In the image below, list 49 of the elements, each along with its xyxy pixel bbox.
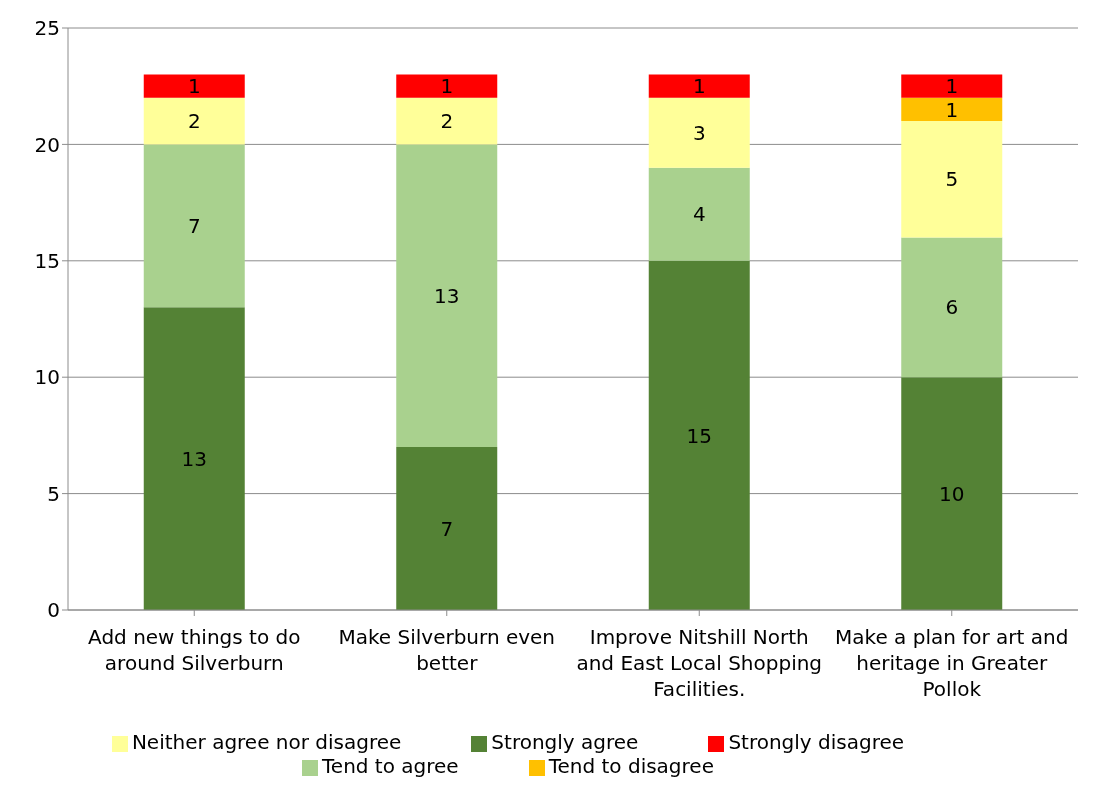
bar [901,74,1003,98]
y-tick-label: 15 [34,248,60,273]
data-label: 6 [945,295,959,320]
x-tick-label: Add new things to do around Silverburn [88,625,301,675]
data-label: 2 [440,109,454,134]
legend-label: Tend to agree [322,754,459,778]
data-label: 1 [187,74,201,99]
bar [143,144,245,308]
legend-label: Strongly disagree [728,730,905,754]
data-label: 4 [692,202,706,227]
data-label: 1 [945,74,959,99]
bar [396,447,498,610]
bar [396,97,498,145]
bar [901,121,1003,238]
x-tick-label: Make a plan for art and heritage in Greater Pollok [835,625,1069,701]
bar [648,260,750,610]
bar [648,74,750,98]
data-label: 1 [945,97,959,122]
data-label: 13 [434,283,460,308]
bar [648,97,750,168]
legend-label: Neither agree nor disagree [131,730,402,754]
x-tick-label: Improve Nitshill North and East Local Shopping Facilities. [576,625,823,701]
bar [143,307,245,610]
legend-label: Tend to disagree [548,754,714,778]
y-tick-label: 10 [34,365,60,390]
bar [143,97,245,145]
bar [901,377,1003,610]
data-label: 1 [440,74,454,99]
data-label: 2 [187,109,201,134]
data-label: 10 [939,481,965,506]
y-tick-label: 20 [34,132,60,157]
data-label: 7 [440,516,454,541]
data-label: 15 [686,423,712,448]
bar [901,97,1003,122]
legend-label: Strongly agree [491,730,639,754]
bar [396,74,498,98]
data-label: 5 [945,167,959,192]
bar [143,74,245,98]
data-label: 1 [692,74,706,99]
data-label: 3 [692,120,706,145]
x-tick-label: Make Silverburn even better [338,625,556,675]
data-label: 7 [187,213,201,238]
data-label: 13 [181,446,207,471]
y-tick-label: 25 [34,16,60,41]
bar [396,144,498,448]
bar [648,167,750,261]
bar [901,237,1003,378]
y-tick-label: 5 [47,481,60,506]
y-tick-label: 0 [47,598,60,623]
